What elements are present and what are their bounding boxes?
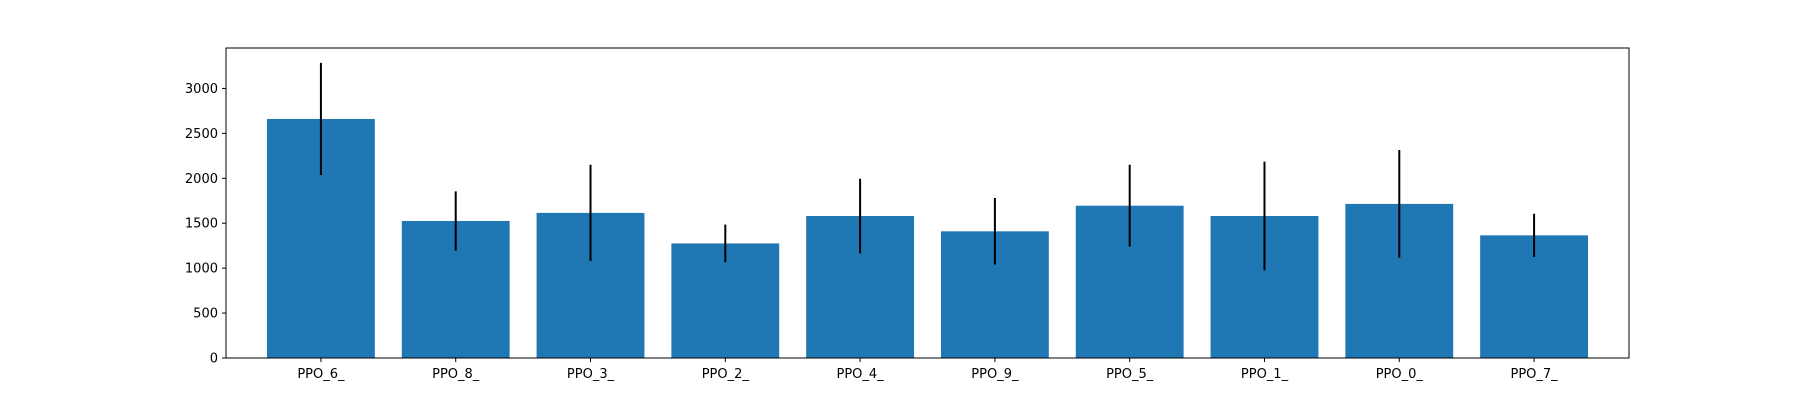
x-tick-label: PPO_9_ bbox=[971, 367, 1019, 382]
x-tick-label: PPO_5_ bbox=[1106, 367, 1154, 382]
x-tick-label: PPO_1_ bbox=[1241, 367, 1289, 382]
x-tick-label: PPO_7_ bbox=[1510, 367, 1558, 382]
x-tick-label: PPO_8_ bbox=[432, 367, 480, 382]
bar-PPO_2_ bbox=[671, 243, 780, 358]
y-tick-label: 2500 bbox=[185, 127, 218, 142]
y-axis: 0 500 1000 1500 2000 2500 3000 bbox=[185, 82, 226, 367]
x-axis: PPO_6_ PPO_8_ PPO_3_ PPO_2_ PPO_4_ PPO_9_ PPO_… bbox=[297, 358, 1558, 382]
x-tick-label: PPO_3_ bbox=[567, 367, 615, 382]
y-tick-label: 1000 bbox=[185, 262, 218, 277]
y-tick-label: 0 bbox=[210, 352, 218, 367]
bars-layer bbox=[267, 118, 1588, 358]
x-tick-label: PPO_2_ bbox=[702, 367, 750, 382]
y-tick-label: 500 bbox=[193, 307, 218, 322]
y-tick-label: 3000 bbox=[185, 82, 218, 97]
y-tick-label: 2000 bbox=[185, 172, 218, 187]
error-bars-layer bbox=[319, 62, 1536, 271]
y-tick-label: 1500 bbox=[185, 217, 218, 232]
plot-area-frame bbox=[225, 47, 1630, 359]
x-tick-label: PPO_0_ bbox=[1376, 367, 1424, 382]
x-tick-label: PPO_4_ bbox=[837, 367, 885, 382]
x-tick-label: PPO_6_ bbox=[297, 367, 345, 382]
